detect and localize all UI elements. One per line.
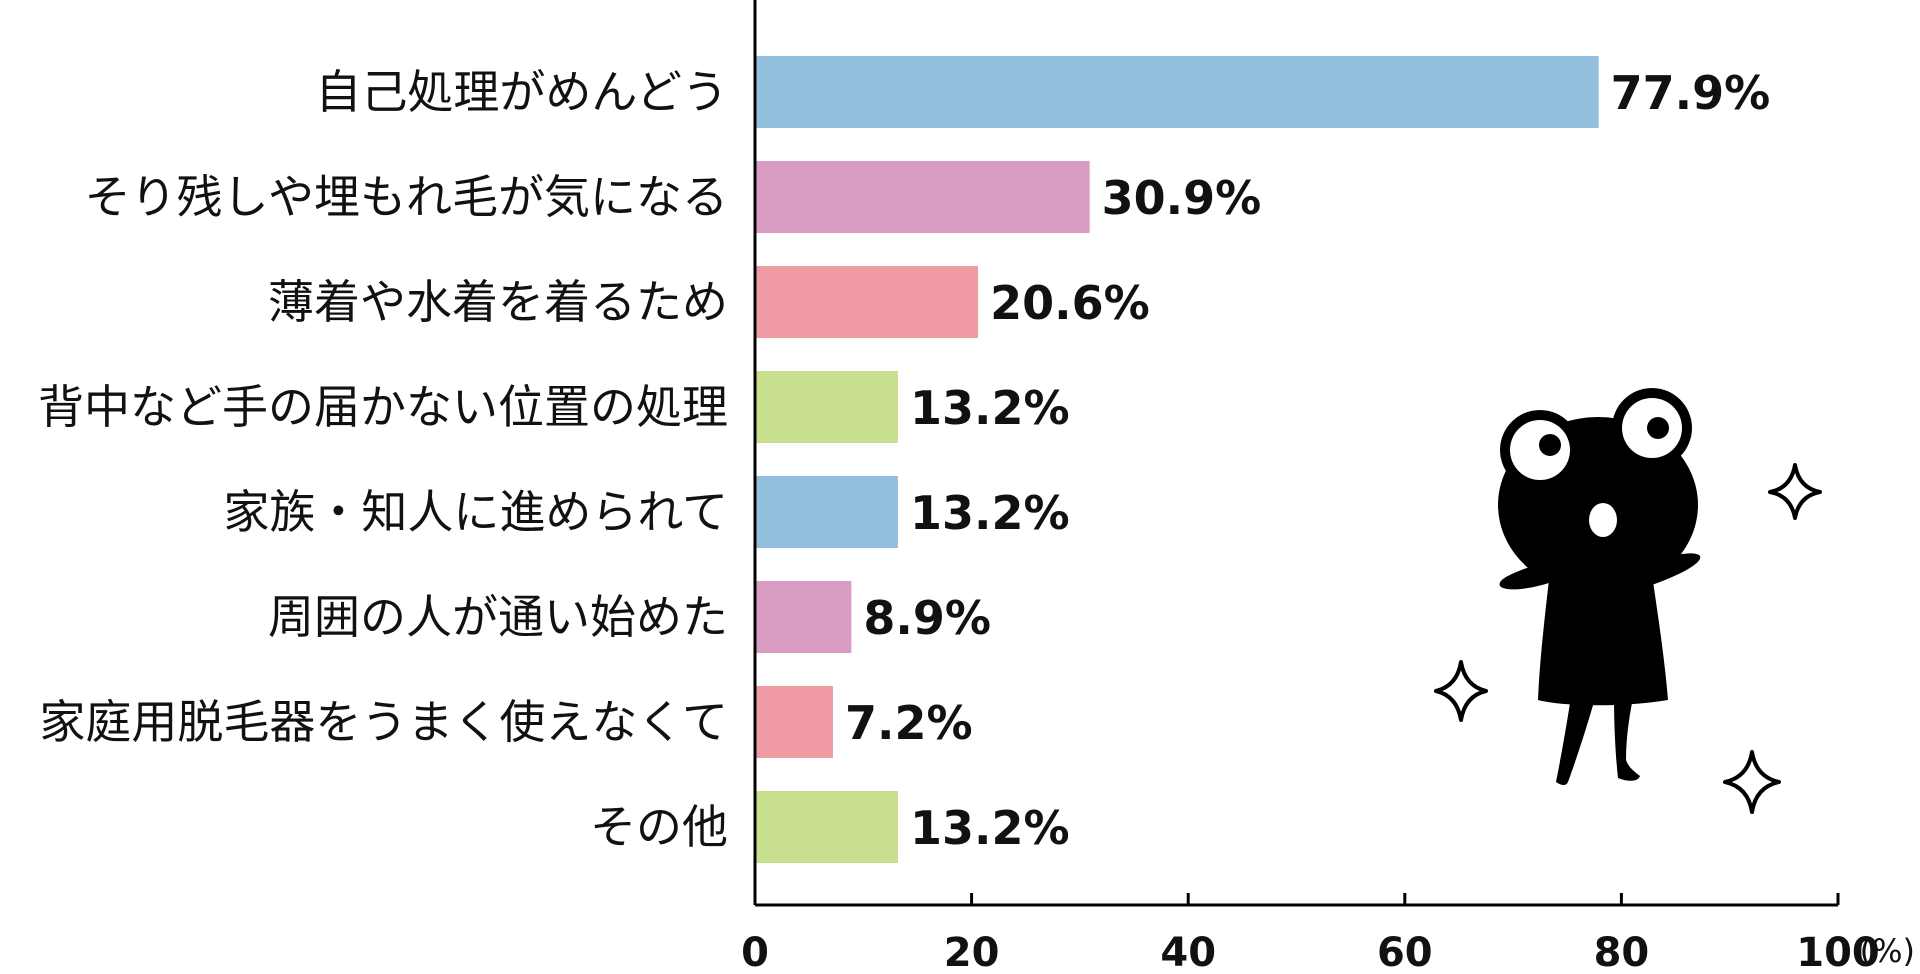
x-unit-label: (%)	[1860, 932, 1915, 970]
x-tick-label: 40	[1160, 930, 1216, 974]
value-label: 13.2%	[910, 381, 1070, 435]
category-label: そり残しや埋もれ毛が気になる	[84, 170, 728, 224]
bar	[755, 686, 833, 758]
bar	[755, 581, 852, 653]
sparkle-icon	[1723, 750, 1781, 814]
x-tick-label: 20	[944, 930, 1000, 974]
category-label: 家庭用脱毛器をうまく使えなくて	[39, 695, 728, 749]
bar	[755, 161, 1090, 233]
category-label: 家族・知人に進められて	[223, 485, 728, 539]
category-label: 背中など手の届かない位置の処理	[38, 380, 728, 434]
bar	[755, 791, 898, 863]
x-tick-label: 80	[1594, 930, 1650, 974]
x-tick-label: 0	[741, 930, 769, 974]
bars-layer	[755, 56, 1599, 863]
bar	[755, 56, 1599, 128]
value-label: 30.9%	[1102, 171, 1262, 225]
bar	[755, 371, 898, 443]
value-label: 13.2%	[910, 801, 1070, 855]
value-label: 20.6%	[990, 276, 1150, 330]
value-label: 77.9%	[1611, 66, 1771, 120]
sparkle-icon	[1434, 660, 1488, 722]
category-label: 自己処理がめんどう	[315, 65, 728, 119]
value-label: 7.2%	[845, 696, 973, 750]
category-label: 周囲の人が通い始めた	[268, 590, 728, 644]
bar	[755, 476, 898, 548]
sparkle-icon	[1768, 463, 1822, 520]
value-label: 13.2%	[910, 486, 1070, 540]
black-frog-mascot-icon	[1498, 388, 1701, 785]
labels-layer: 自己処理がめんどう 77.9% そり残しや埋もれ毛が気になる 30.9% 薄着や水着を着…	[38, 65, 1770, 855]
axis-layer: 0 20 40 60 80 100(%)	[741, 0, 1915, 974]
category-label: その他	[590, 800, 728, 854]
value-label: 8.9%	[863, 591, 991, 645]
x-tick-label: 100	[1796, 930, 1880, 974]
bar	[755, 266, 979, 338]
x-tick-label: 60	[1377, 930, 1433, 974]
category-label: 薄着や水着を着るため	[268, 275, 728, 329]
